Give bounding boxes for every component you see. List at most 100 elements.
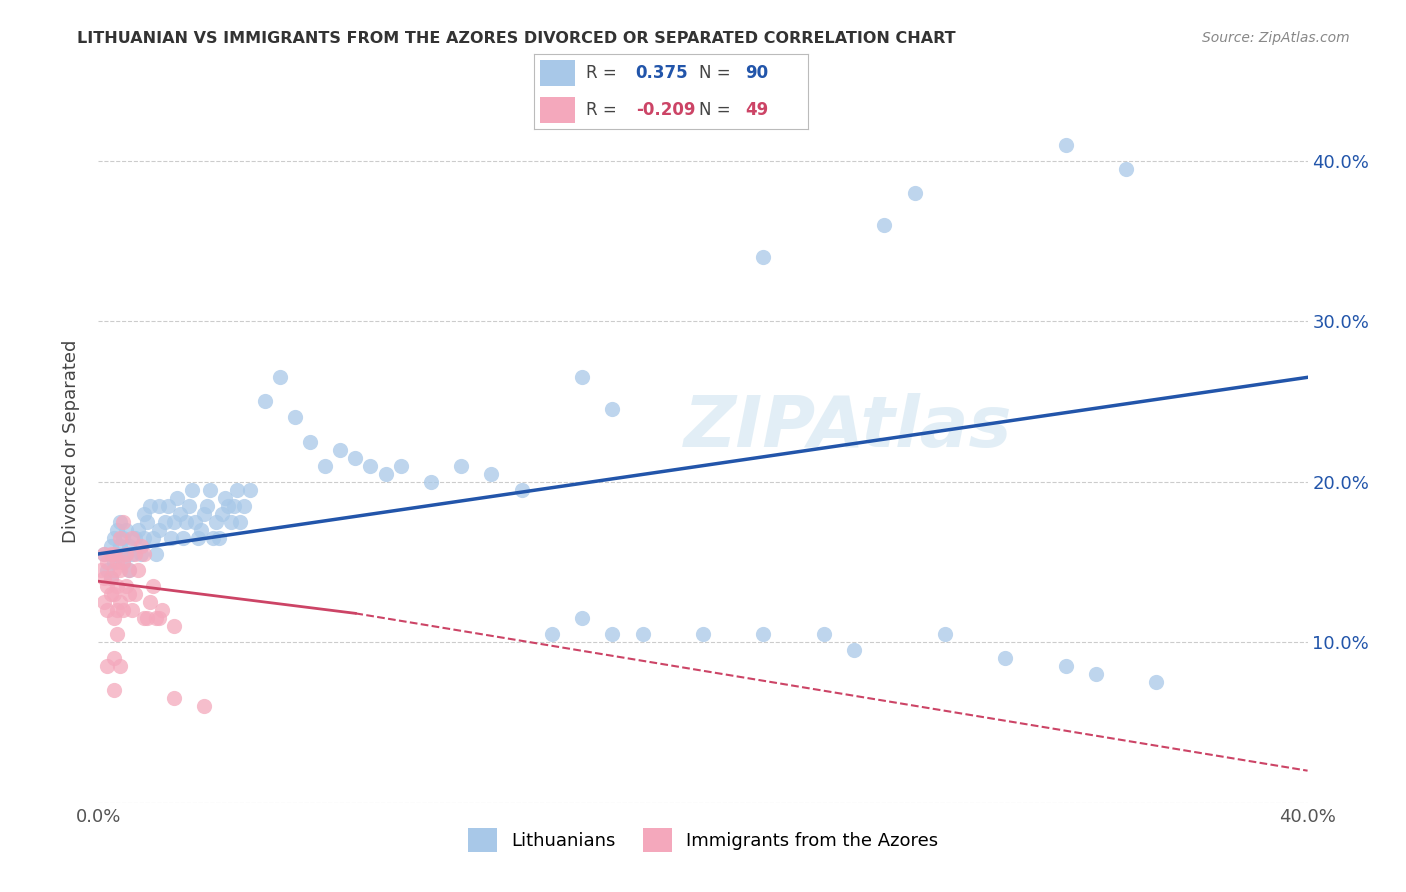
Point — [124, 587, 146, 601]
Point — [100, 547, 122, 561]
Point — [145, 547, 167, 561]
Point — [100, 571, 122, 585]
Point — [253, 394, 276, 409]
Point — [121, 531, 143, 545]
Point — [108, 659, 131, 673]
Y-axis label: Divorced or Separated: Divorced or Separated — [62, 340, 80, 543]
Point — [602, 627, 624, 641]
Point — [752, 627, 775, 641]
Point — [571, 370, 593, 384]
Text: R =: R = — [586, 64, 617, 82]
Point — [103, 683, 125, 698]
Point — [93, 595, 115, 609]
Point — [108, 595, 131, 609]
Point — [994, 651, 1017, 665]
Point — [193, 699, 215, 714]
Point — [111, 515, 134, 529]
Point — [96, 603, 118, 617]
Point — [221, 515, 243, 529]
Point — [150, 603, 173, 617]
Point — [103, 547, 125, 561]
Legend: Lithuanians, Immigrants from the Azores: Lithuanians, Immigrants from the Azores — [461, 822, 945, 859]
Point — [108, 531, 131, 545]
Point — [360, 458, 382, 473]
Point — [114, 547, 136, 561]
Text: 0.375: 0.375 — [636, 64, 689, 82]
Point — [127, 523, 149, 537]
Point — [142, 579, 165, 593]
Point — [100, 571, 122, 585]
Point — [174, 515, 197, 529]
Point — [132, 547, 155, 561]
Point — [139, 595, 162, 609]
Point — [105, 523, 128, 537]
Point — [96, 555, 118, 569]
Point — [93, 547, 115, 561]
Point — [105, 579, 128, 593]
Point — [217, 499, 239, 513]
Point — [1085, 667, 1108, 681]
Point — [105, 547, 128, 561]
Point — [118, 563, 141, 577]
Point — [269, 370, 291, 384]
Point — [205, 515, 228, 529]
Point — [156, 499, 179, 513]
Point — [1054, 659, 1077, 673]
Point — [148, 611, 170, 625]
Text: LITHUANIAN VS IMMIGRANTS FROM THE AZORES DIVORCED OR SEPARATED CORRELATION CHART: LITHUANIAN VS IMMIGRANTS FROM THE AZORES… — [77, 31, 956, 46]
Point — [200, 483, 222, 497]
Point — [132, 611, 155, 625]
Point — [208, 531, 231, 545]
Point — [139, 499, 162, 513]
Point — [96, 579, 118, 593]
Point — [602, 402, 624, 417]
Point — [118, 563, 141, 577]
Point — [187, 531, 209, 545]
Point — [190, 523, 212, 537]
Point — [481, 467, 503, 481]
Point — [108, 539, 131, 553]
Point — [160, 531, 183, 545]
Point — [229, 515, 252, 529]
Point — [103, 611, 125, 625]
Point — [163, 619, 186, 633]
Text: 49: 49 — [745, 101, 769, 119]
Point — [153, 515, 176, 529]
Text: N =: N = — [699, 101, 730, 119]
Point — [135, 515, 157, 529]
Point — [103, 563, 125, 577]
Point — [108, 563, 131, 577]
Point — [181, 483, 204, 497]
Point — [1054, 137, 1077, 152]
Point — [93, 571, 115, 585]
Point — [121, 603, 143, 617]
Point — [163, 691, 186, 706]
Point — [179, 499, 201, 513]
Point — [127, 563, 149, 577]
Point — [299, 434, 322, 449]
Point — [96, 659, 118, 673]
Point — [132, 531, 155, 545]
Point — [344, 450, 367, 465]
Point — [105, 555, 128, 569]
Point — [103, 587, 125, 601]
Point — [93, 547, 115, 561]
Point — [100, 587, 122, 601]
Point — [142, 531, 165, 545]
Point — [148, 499, 170, 513]
FancyBboxPatch shape — [540, 96, 575, 122]
Point — [510, 483, 533, 497]
Point — [450, 458, 472, 473]
Point — [129, 539, 152, 553]
Point — [121, 547, 143, 561]
Point — [540, 627, 562, 641]
Point — [129, 547, 152, 561]
Point — [124, 547, 146, 561]
Point — [114, 579, 136, 593]
Point — [692, 627, 714, 641]
Point — [172, 531, 194, 545]
Point — [844, 643, 866, 657]
Point — [132, 507, 155, 521]
Point — [631, 627, 654, 641]
Point — [752, 250, 775, 264]
